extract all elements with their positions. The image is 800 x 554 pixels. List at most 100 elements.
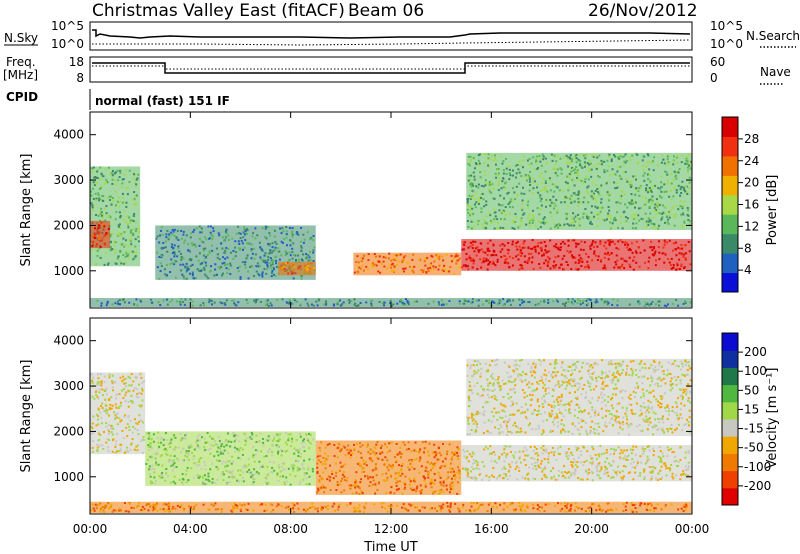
velocity-echo-cell (687, 465, 690, 468)
velocity-echo-cell (499, 402, 502, 405)
power-echo-cell (484, 174, 487, 177)
power-echo-cell (495, 159, 498, 162)
power-echo-cell (527, 246, 530, 249)
velocity-echo-cell (285, 431, 288, 434)
power-echo-cell (477, 250, 480, 253)
power-echo-cell (574, 220, 577, 223)
power-echo-cell (623, 210, 626, 213)
power-echo-cell (111, 196, 114, 199)
velocity-echo-cell (403, 481, 406, 484)
power-echo-cell (560, 172, 563, 175)
power-echo-cell (203, 266, 206, 269)
velocity-echo-cell (640, 413, 643, 416)
velocity-echo-cell (624, 465, 627, 468)
power-echo-cell (576, 171, 579, 174)
power-echo-cell (567, 300, 570, 303)
power-echo-cell (392, 269, 395, 272)
power-echo-cell (90, 194, 93, 197)
power-echo-cell (596, 301, 599, 304)
power-echo-cell (551, 183, 554, 186)
power-echo-cell (540, 172, 543, 175)
power-echo-cell (544, 245, 547, 248)
velocity-echo-cell (354, 484, 357, 487)
date-label: 26/Nov/2012 (588, 1, 698, 21)
power-echo-cell (527, 252, 530, 255)
power-echo-cell (244, 239, 247, 242)
power-echo-cell (532, 216, 535, 219)
velocity-echo-cell (515, 460, 518, 463)
power-echo-cell (528, 180, 531, 183)
power-echo-cell (389, 301, 392, 304)
power-echo-cell (591, 217, 594, 220)
power-echo-cell (173, 244, 176, 247)
power-echo-cell (272, 249, 275, 252)
velocity-echo-cell (551, 409, 554, 412)
velocity-echo-cell (335, 489, 338, 492)
velocity-echo-cell (301, 463, 304, 466)
power-echo-cell (554, 172, 557, 175)
velocity-echo-cell (547, 455, 550, 458)
velocity-echo-cell (542, 468, 545, 471)
velocity-echo-cell (208, 480, 211, 483)
power-echo-cell (573, 192, 576, 195)
velocity-echo-cell (271, 439, 274, 442)
power-echo-cell (531, 261, 534, 264)
velocity-echo-cell (150, 447, 153, 450)
velocity-echo-cell (598, 455, 601, 458)
velocity-echo-cell (627, 454, 630, 457)
velocity-echo-cell (517, 466, 520, 469)
velocity-echo-cell (233, 446, 236, 449)
velocity-echo-cell (204, 468, 207, 471)
power-echo-cell (487, 153, 490, 156)
power-echo-cell (299, 240, 302, 243)
power-echo-cell (261, 271, 264, 274)
velocity-echo-cell (112, 389, 115, 392)
power-echo-cell (591, 196, 594, 199)
velocity-echo-cell (640, 461, 643, 464)
power-echo-cell (177, 247, 180, 250)
power-echo-cell (135, 227, 138, 230)
power-echo-cell (688, 161, 691, 164)
velocity-echo-cell (514, 451, 517, 454)
power-echo-cell (484, 184, 487, 187)
power-echo-cell (603, 160, 606, 163)
velocity-echo-cell (521, 389, 524, 392)
power-echo-cell (214, 268, 217, 271)
velocity-echo-cell (324, 446, 327, 449)
power-echo-cell (132, 232, 135, 235)
power-echo-cell (678, 258, 681, 261)
velocity-echo-cell (371, 483, 374, 486)
velocity-echo-cell (563, 424, 566, 427)
velocity-echo-cell (285, 480, 288, 483)
velocity-echo-cell (395, 459, 398, 462)
power-echo-cell (535, 245, 538, 248)
power-echo-cell (291, 302, 294, 305)
power-echo-cell (285, 236, 288, 239)
power-echo-cell (292, 254, 295, 257)
power-echo-cell (442, 264, 445, 267)
power-echo-cell (528, 225, 531, 228)
power-echo-cell (92, 181, 95, 184)
power-echo-cell (125, 250, 128, 253)
velocity-echo-cell (199, 456, 202, 459)
power-echo-cell (578, 198, 581, 201)
power-echo-cell (470, 197, 473, 200)
velocity-echo-cell (235, 438, 238, 441)
velocity-echo-cell (557, 380, 560, 383)
power-echo-cell (517, 258, 520, 261)
velocity-echo-cell (162, 438, 165, 441)
velocity-echo-cell (110, 396, 113, 399)
power-echo-cell (92, 198, 95, 201)
velocity-echo-cell (227, 452, 230, 455)
power-echo-cell (527, 300, 530, 303)
power-echo-cell (556, 186, 559, 189)
power-echo-cell (266, 265, 269, 268)
power-echo-cell (485, 258, 488, 261)
power-echo-cell (684, 257, 687, 260)
velocity-echo-cell (100, 416, 103, 419)
velocity-echo-cell (132, 389, 135, 392)
velocity-echo-cell (648, 411, 651, 414)
power-echo-cell (105, 181, 108, 184)
power-echo-cell (680, 191, 683, 194)
power-echo-cell (656, 205, 659, 208)
